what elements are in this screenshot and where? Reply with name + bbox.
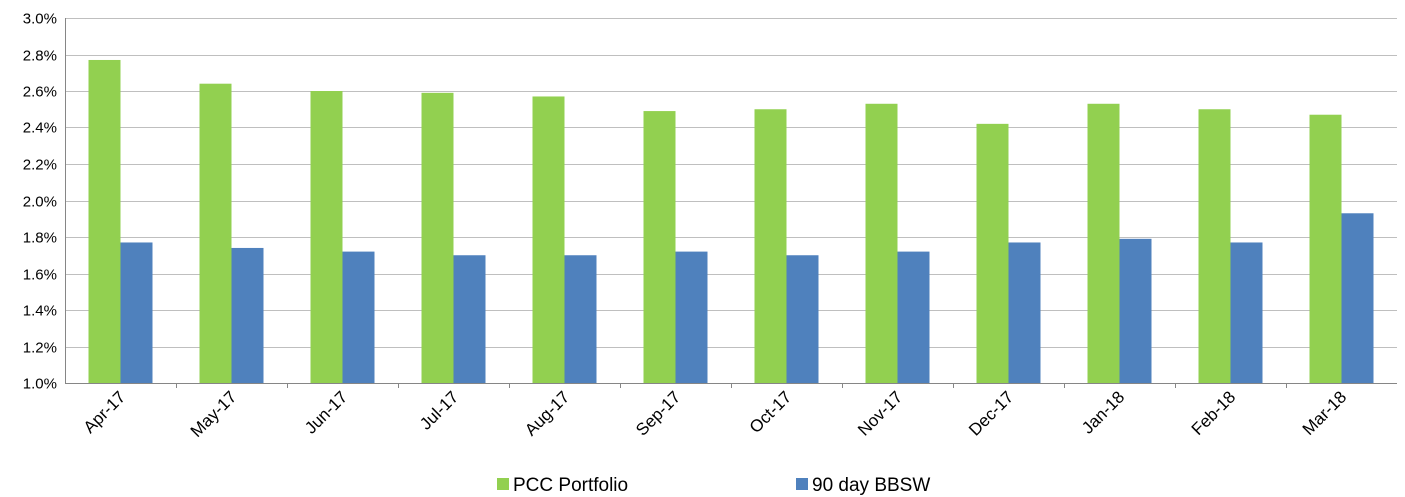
y-tick-label: 1.0% <box>23 376 57 393</box>
bar-90-day-bbsw <box>1341 213 1374 383</box>
gridlines <box>65 18 1397 348</box>
bars <box>88 59 1374 384</box>
bar-pcc-portfolio <box>1309 114 1342 383</box>
x-tick-label: Jun-17 <box>301 387 351 437</box>
x-axis-tick-labels: Apr-17 May-17 Jun-17 Jul-17 Aug-17 Sep-17 Oct-… <box>80 387 1351 441</box>
x-tick-label: Mar-18 <box>1299 387 1351 439</box>
bar-pcc-portfolio <box>865 103 898 384</box>
x-tick-label: Apr-17 <box>80 387 130 437</box>
bar-90-day-bbsw <box>675 251 708 383</box>
bar-pcc-portfolio <box>88 59 121 383</box>
y-tick-label: 2.0% <box>23 194 57 211</box>
x-tick-label: Sep-17 <box>632 387 684 439</box>
legend-label: 90 day BBSW <box>812 475 930 496</box>
axes <box>65 18 1397 388</box>
x-tick-label: Aug-17 <box>521 387 573 439</box>
x-tick-label: Feb-18 <box>1188 387 1240 439</box>
x-tick-label: Dec-17 <box>965 387 1017 439</box>
bar-90-day-bbsw <box>120 242 153 383</box>
bar-90-day-bbsw <box>231 247 264 383</box>
bar-pcc-portfolio <box>1087 103 1120 384</box>
y-tick-label: 1.4% <box>23 303 57 320</box>
bar-pcc-portfolio <box>976 123 1009 383</box>
y-tick-label: 2.8% <box>23 48 57 65</box>
x-tick-label: Jul-17 <box>416 387 462 433</box>
y-tick-label: 1.2% <box>23 340 57 357</box>
bar-pcc-portfolio <box>643 111 676 383</box>
bar-90-day-bbsw <box>1008 242 1041 383</box>
bar-90-day-bbsw <box>342 251 375 383</box>
bar-pcc-portfolio <box>532 96 565 383</box>
y-tick-label: 2.4% <box>23 120 57 137</box>
x-tick-label: Jan-18 <box>1078 387 1128 437</box>
x-tick-label: Oct-17 <box>746 387 796 437</box>
bar-90-day-bbsw <box>453 255 486 383</box>
bar-pcc-portfolio <box>310 91 343 383</box>
x-tick-label: May-17 <box>187 387 241 441</box>
y-tick-label: 1.8% <box>23 230 57 247</box>
bar-pcc-portfolio <box>421 92 454 383</box>
bar-90-day-bbsw <box>564 255 597 383</box>
bar-pcc-portfolio <box>199 83 232 383</box>
y-tick-label: 2.6% <box>23 84 57 101</box>
legend-label: PCC Portfolio <box>513 475 628 496</box>
y-axis-tick-labels: 1.0% 1.2% 1.4% 1.6% 1.8% 2.0% 2.2% 2.4% 2.6% 2.8%… <box>23 11 57 393</box>
bar-90-day-bbsw <box>1119 238 1152 383</box>
legend: PCC Portfolio 90 day BBSW <box>497 475 930 496</box>
legend-swatch <box>497 478 509 490</box>
x-tick-label: Nov-17 <box>854 387 906 439</box>
bar-pcc-portfolio <box>1198 109 1231 383</box>
y-tick-label: 3.0% <box>23 11 57 28</box>
legend-swatch <box>796 478 808 490</box>
bar-pcc-portfolio <box>754 109 787 383</box>
bar-90-day-bbsw <box>897 251 930 383</box>
y-tick-label: 2.2% <box>23 157 57 174</box>
bar-90-day-bbsw <box>1230 242 1263 383</box>
y-tick-label: 1.6% <box>23 267 57 284</box>
bar-90-day-bbsw <box>786 255 819 383</box>
